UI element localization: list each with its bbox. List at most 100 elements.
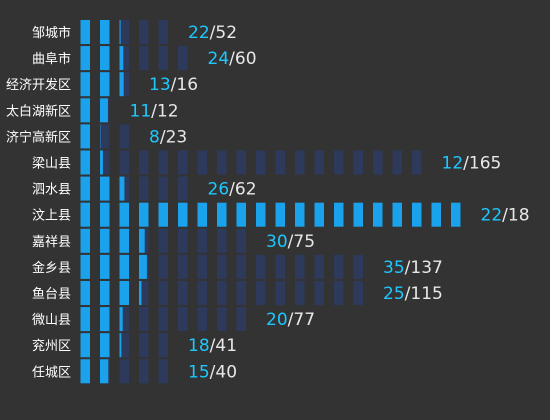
bar-segment-empty xyxy=(178,176,188,201)
bar-segment-empty xyxy=(275,281,285,305)
bar-segment-empty xyxy=(314,281,324,305)
bar-segment-filled xyxy=(100,254,110,279)
bar-segment-filled xyxy=(100,150,103,175)
value-label: 11/12 xyxy=(130,101,179,121)
bar-segment-filled xyxy=(100,72,110,97)
bar-segment-empty xyxy=(295,281,305,305)
bar-segment-filled xyxy=(139,281,142,305)
bar-segment-empty xyxy=(119,333,129,358)
bar-segment-filled xyxy=(119,307,123,332)
bar-segment-empty xyxy=(178,254,188,279)
bar-segment-filled xyxy=(334,202,344,227)
bar-segment-empty xyxy=(158,281,168,305)
value-separator: / xyxy=(463,154,469,174)
category-label: 经济开发区 xyxy=(6,77,71,93)
bar-segment-empty xyxy=(295,254,305,279)
bar-segment-empty xyxy=(178,307,188,332)
bar-segment-empty xyxy=(256,150,266,175)
bar-segment-filled xyxy=(100,46,110,71)
value-separator: / xyxy=(229,49,235,69)
value-separator: / xyxy=(171,75,177,95)
bar-segment-empty xyxy=(334,150,344,175)
bar-segment-empty xyxy=(334,254,344,279)
bar-segment-filled xyxy=(119,20,121,44)
value-separator: / xyxy=(210,336,216,356)
bar-segment-empty xyxy=(119,359,129,384)
bar-segment-filled xyxy=(119,176,125,201)
bar-segment-empty xyxy=(139,359,149,384)
bar-segment-filled xyxy=(431,202,441,227)
value-total: 23 xyxy=(166,127,188,147)
value-label: 26/62 xyxy=(208,180,257,200)
bar-segment-empty xyxy=(236,307,246,332)
value-label: 12/165 xyxy=(442,154,502,174)
bar-segment-empty xyxy=(197,307,207,332)
bar-segment-filled xyxy=(119,254,129,279)
bar-segment-empty xyxy=(178,228,188,253)
value-total: 75 xyxy=(293,232,315,252)
bar-segment-empty xyxy=(119,307,129,332)
value-done: 30 xyxy=(266,232,288,252)
bar-segment-filled xyxy=(80,72,90,97)
bar-segment-filled xyxy=(139,254,147,279)
value-total: 60 xyxy=(235,49,257,69)
bar-segment-filled xyxy=(139,228,145,253)
bar-segment-filled xyxy=(100,228,110,253)
bar-segment-empty xyxy=(197,281,207,305)
bar-segment-filled xyxy=(80,254,90,279)
value-separator: / xyxy=(160,127,166,147)
bar-segment-empty xyxy=(178,281,188,305)
value-separator: / xyxy=(210,362,216,382)
bar-segment-empty xyxy=(158,228,168,253)
value-done: 20 xyxy=(266,310,288,330)
bar-segment-empty xyxy=(217,281,227,305)
bar-segment-empty xyxy=(334,281,344,305)
value-done: 15 xyxy=(188,362,210,382)
bar-segment-filled xyxy=(158,202,168,227)
bar-segment-filled xyxy=(119,72,124,97)
bar-segment-filled xyxy=(80,228,90,253)
value-separator: / xyxy=(210,23,216,43)
value-total: 165 xyxy=(469,154,501,174)
bar-segment-empty xyxy=(139,20,149,44)
bar-segment-empty xyxy=(353,150,363,175)
bar-segment-filled xyxy=(80,333,90,358)
bar-segment-filled xyxy=(412,202,422,227)
bar-segment-empty xyxy=(139,333,149,358)
bar-segment-filled xyxy=(139,202,149,227)
bar-segment-filled xyxy=(80,359,90,384)
category-label: 微山县 xyxy=(32,313,71,328)
bar-segment-filled xyxy=(100,20,110,44)
bar-segment-empty xyxy=(217,307,227,332)
bar-segment-filled xyxy=(314,202,324,227)
value-done: 25 xyxy=(383,284,405,304)
value-total: 62 xyxy=(235,180,257,200)
bar-segment-empty xyxy=(275,150,285,175)
bar-segment-empty xyxy=(178,150,188,175)
value-done: 8 xyxy=(149,127,160,147)
bar-segment-filled xyxy=(373,202,383,227)
value-total: 12 xyxy=(157,101,179,121)
category-label: 梁山县 xyxy=(32,157,71,172)
value-label: 24/60 xyxy=(208,49,257,69)
bar-segment-empty xyxy=(158,359,168,384)
category-label: 曲阜市 xyxy=(32,51,71,67)
value-label: 15/40 xyxy=(188,362,237,382)
value-separator: / xyxy=(229,180,235,200)
bar-segment-empty xyxy=(139,176,149,201)
bar-segment-empty xyxy=(197,150,207,175)
bar-segment-empty xyxy=(256,254,266,279)
value-done: 12 xyxy=(442,154,464,174)
bar-segment-filled xyxy=(80,281,90,305)
value-separator: / xyxy=(288,232,294,252)
bar-segment-empty xyxy=(139,307,149,332)
category-label: 鱼台县 xyxy=(32,286,71,302)
value-total: 40 xyxy=(215,362,237,382)
value-total: 41 xyxy=(215,336,237,356)
bar-segment-empty xyxy=(100,124,110,149)
value-label: 22/52 xyxy=(188,23,237,43)
bar-segment-filled xyxy=(119,228,129,253)
value-total: 52 xyxy=(215,23,237,43)
bar-segment-empty xyxy=(119,72,129,97)
bar-segment-filled xyxy=(80,98,90,123)
